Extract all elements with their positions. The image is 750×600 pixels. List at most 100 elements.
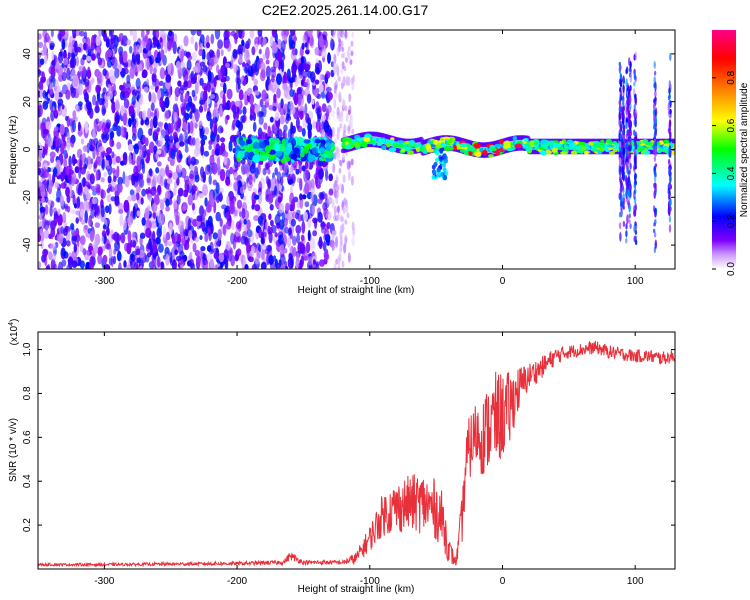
heat-cell-2101 bbox=[203, 227, 208, 235]
heat-cell-1707 bbox=[206, 51, 212, 62]
heat-cell-2687 bbox=[344, 219, 348, 225]
heat-cell-2527 bbox=[165, 253, 170, 266]
heat-cell-3047 bbox=[264, 145, 271, 154]
heat-cell-3973 bbox=[435, 150, 440, 156]
heat-cell-1330 bbox=[223, 156, 228, 166]
heat-cell-1082 bbox=[256, 242, 261, 251]
heat-cell-1304 bbox=[92, 190, 97, 196]
heat-cell-4472 bbox=[668, 209, 671, 217]
heat-cell-2058 bbox=[184, 135, 189, 148]
heat-cell-4049 bbox=[619, 133, 623, 142]
heat-cell-1841 bbox=[306, 241, 310, 253]
heat-cell-2483 bbox=[144, 38, 151, 51]
heat-cell-2628 bbox=[342, 174, 346, 184]
heat-cell-1140 bbox=[225, 75, 230, 82]
heat-cell-3938 bbox=[566, 139, 574, 144]
heat-cell-3876 bbox=[637, 141, 642, 145]
heat-cell-336 bbox=[108, 203, 112, 215]
heat-cell-4142 bbox=[626, 214, 629, 225]
heat-cell-2758 bbox=[331, 126, 335, 138]
heat-cell-1599 bbox=[128, 143, 134, 152]
heat-cell-1921 bbox=[95, 183, 101, 193]
heat-cell-1174 bbox=[80, 138, 85, 145]
heat-cell-2108 bbox=[38, 51, 42, 59]
heat-cell-1526 bbox=[95, 35, 101, 47]
heat-cell-3801 bbox=[662, 139, 670, 144]
heat-cell-4476 bbox=[668, 224, 672, 233]
heat-cell-1640 bbox=[91, 34, 95, 48]
heat-cell-1108 bbox=[119, 214, 123, 227]
heat-cell-3903 bbox=[355, 137, 364, 142]
heat-cell-946 bbox=[38, 161, 42, 168]
heat-cell-1520 bbox=[231, 219, 235, 231]
heat-cell-1950 bbox=[44, 204, 49, 215]
heat-cell-1858 bbox=[156, 174, 163, 185]
heat-cell-921 bbox=[60, 143, 65, 155]
heat-cell-3021 bbox=[240, 140, 245, 147]
heat-cell-2442 bbox=[265, 175, 269, 185]
heat-cell-3981 bbox=[443, 175, 448, 180]
heat-cell-1367 bbox=[225, 169, 231, 180]
heat-cell-1672 bbox=[203, 150, 210, 157]
heat-cell-730 bbox=[320, 132, 326, 138]
heat-cell-4405 bbox=[654, 107, 658, 116]
heat-cell-2177 bbox=[237, 121, 243, 132]
heat-cell-2354 bbox=[45, 220, 51, 226]
heat-cell-1657 bbox=[48, 66, 54, 75]
heat-cell-4182 bbox=[625, 78, 628, 88]
heat-cell-2542 bbox=[269, 259, 275, 269]
heat-cell-4394 bbox=[653, 232, 657, 238]
heat-cell-491 bbox=[236, 199, 243, 209]
heat-cell-2472 bbox=[307, 30, 313, 38]
heat-cell-1985 bbox=[168, 222, 173, 235]
heat-cell-2191 bbox=[313, 88, 318, 97]
heat-cell-1230 bbox=[189, 163, 195, 172]
heat-cell-2088 bbox=[148, 168, 153, 177]
heat-cell-2300 bbox=[152, 242, 158, 249]
heat-cell-2467 bbox=[91, 53, 96, 61]
heat-cell-2243 bbox=[133, 203, 139, 211]
heat-cell-2713 bbox=[336, 127, 340, 135]
heat-cell-1776 bbox=[100, 204, 105, 218]
heat-cell-4024 bbox=[619, 89, 622, 99]
heat-cell-1982 bbox=[98, 30, 103, 37]
heat-cell-2110 bbox=[118, 46, 124, 56]
heat-cell-1898 bbox=[132, 144, 139, 150]
heat-cell-4125 bbox=[622, 167, 625, 174]
heat-cell-4055 bbox=[619, 150, 622, 158]
heat-cell-2439 bbox=[277, 196, 282, 203]
heat-cell-2392 bbox=[307, 128, 312, 140]
heat-cell-4029 bbox=[618, 211, 622, 218]
heat-cell-4471 bbox=[668, 167, 671, 175]
heat-cell-1625 bbox=[183, 69, 189, 83]
heat-cell-2371 bbox=[173, 242, 178, 250]
heat-cell-2571 bbox=[299, 193, 303, 201]
heat-cell-3977 bbox=[444, 170, 449, 176]
heat-cell-2348 bbox=[95, 118, 100, 125]
heat-cell-2359 bbox=[300, 56, 305, 64]
heat-cell-868 bbox=[215, 211, 221, 222]
heat-cell-3815 bbox=[415, 146, 421, 153]
heat-cell-4112 bbox=[622, 220, 626, 227]
heat-cell-2167 bbox=[60, 171, 65, 182]
heat-cell-2327 bbox=[122, 50, 128, 63]
heat-cell-2502 bbox=[137, 170, 141, 183]
heat-cell-2186 bbox=[169, 124, 173, 137]
heat-cell-3932 bbox=[578, 141, 586, 146]
heat-cell-2741 bbox=[336, 46, 340, 57]
heat-cell-4163 bbox=[625, 237, 628, 244]
heat-cell-3783 bbox=[551, 147, 558, 153]
heat-cell-994 bbox=[217, 39, 224, 50]
heat-cell-1956 bbox=[193, 73, 197, 84]
heat-cell-2381 bbox=[135, 44, 141, 55]
heat-cell-2742 bbox=[342, 98, 346, 108]
heat-cell-4447 bbox=[668, 193, 671, 199]
heat-cell-2647 bbox=[345, 204, 349, 213]
heat-cell-1849 bbox=[164, 96, 170, 109]
heat-cell-2398 bbox=[68, 256, 74, 269]
heat-cell-2074 bbox=[146, 78, 150, 87]
heat-cell-867 bbox=[213, 247, 219, 255]
heat-cell-3888 bbox=[495, 151, 501, 156]
heat-cell-1155 bbox=[258, 115, 264, 125]
heat-cell-2116 bbox=[131, 194, 137, 202]
